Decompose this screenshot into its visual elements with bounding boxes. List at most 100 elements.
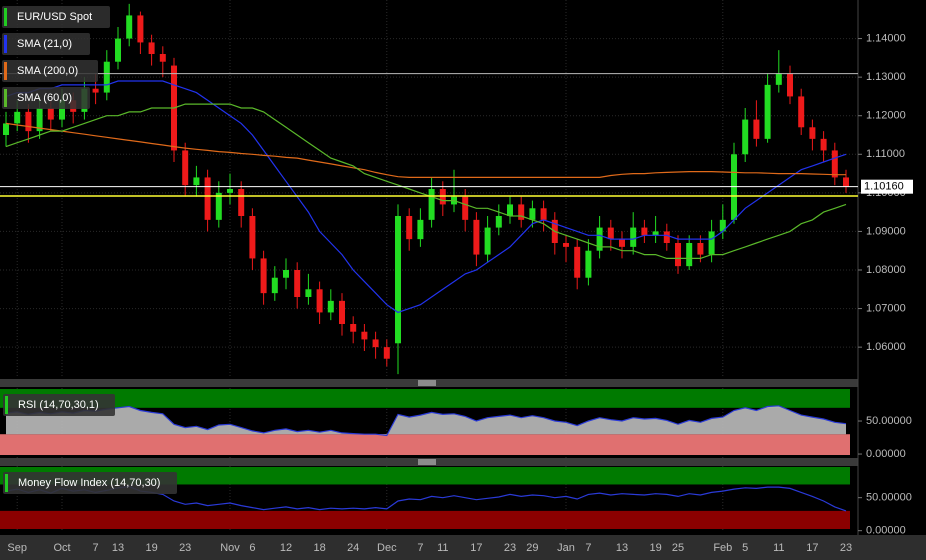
y-tick-label: 1.08000 [866,264,906,276]
x-tick-label: 23 [840,542,852,554]
y-tick-label: 1.14000 [866,32,906,44]
x-tick-label: 19 [649,542,661,554]
y-tick-label: 50.00000 [866,492,912,504]
upper-band [0,467,850,485]
candle-body [36,108,43,132]
x-tick-label: Sep [7,542,27,554]
candle-body [159,54,166,62]
legend-swatch [4,8,7,26]
legend-box [2,60,98,82]
candle-body [305,289,312,297]
candle-body [607,227,614,240]
x-tick-label: 11 [773,542,784,554]
indicator-line [5,405,847,437]
candle-body [193,177,200,186]
last-price-box [861,179,913,194]
candle-body [462,196,469,220]
candle-body [596,227,603,251]
candle-body [529,208,536,220]
lower-band [0,434,850,455]
lower-band [0,510,850,529]
candle-body [675,243,681,267]
candle-body [383,347,390,359]
x-tick-label: 17 [806,542,818,554]
candle-body [428,189,435,220]
x-axis-background [0,535,926,560]
last-price-label: 1.10160 [864,181,904,193]
candle-body [204,177,211,220]
candle-body [339,300,345,324]
candle-body [14,111,21,124]
candle-body [518,204,525,220]
x-tick-label: 13 [112,542,124,554]
x-tick-label: 18 [313,542,325,554]
panel-title: Money Flow Index (14,70,30) [18,477,160,489]
candle-body [630,227,637,247]
x-tick-label: 23 [504,542,516,554]
candle-body [473,219,480,255]
candle-body [271,277,278,294]
y-tick-label: 1.07000 [866,302,906,314]
y-tick-label: 1.06000 [866,341,906,353]
y-tick-label: 1.13000 [866,71,906,83]
candle-body [787,73,793,97]
candle-body [495,216,502,228]
candle-body [742,119,749,155]
candle-body [417,219,424,240]
candle-body [361,331,368,340]
candle-body [753,119,760,139]
candle-body [103,61,110,93]
x-tick-label: Oct [53,542,70,554]
candle-body [798,96,805,128]
legend-label: SMA (60,0) [17,92,72,104]
panel-label-swatch [5,474,8,492]
candle-body [294,270,301,297]
candle-body [406,216,413,240]
legend-box [2,33,90,55]
x-tick-label: Feb [713,542,732,554]
sma-line [5,103,847,259]
x-tick-label: 11 [437,542,448,554]
candle-body [652,231,659,236]
panel-label-box [3,472,177,494]
candle-body [249,216,256,259]
candle-body [843,177,849,187]
x-tick-label: 23 [179,542,191,554]
candle-body [25,111,32,132]
candle-body [663,231,670,243]
x-tick-label: 5 [742,542,748,554]
candle-body [350,324,357,332]
x-tick-label: Jan [557,542,575,554]
candle-body [215,192,222,220]
x-tick-label: 17 [470,542,482,554]
candle-body [439,189,446,205]
candle-body [697,243,704,255]
x-tick-label: 12 [280,542,292,554]
candle-body [283,270,289,278]
x-tick-label: 7 [585,542,591,554]
x-tick-label: 25 [672,542,684,554]
legend-box [2,6,110,28]
candle-body [126,15,133,39]
candle-body [619,239,625,247]
candle-body [775,73,782,85]
x-tick-label: 7 [93,542,99,554]
candle-body [686,243,693,267]
rsi-area [6,405,846,436]
legend-swatch [4,62,7,80]
candle-body [182,150,189,186]
x-tick-label: 7 [417,542,423,554]
candle-body [764,84,771,139]
upper-band [0,389,850,408]
candle-body [641,227,648,236]
sma-line [5,122,846,178]
candle-body [809,127,816,139]
y-tick-label: 1.09000 [866,225,906,237]
candle-body [484,227,491,255]
candle-body [227,189,233,193]
legend-label: EUR/USD Spot [17,11,92,23]
candle-body [238,189,245,216]
legend-label: SMA (200,0) [17,65,78,77]
